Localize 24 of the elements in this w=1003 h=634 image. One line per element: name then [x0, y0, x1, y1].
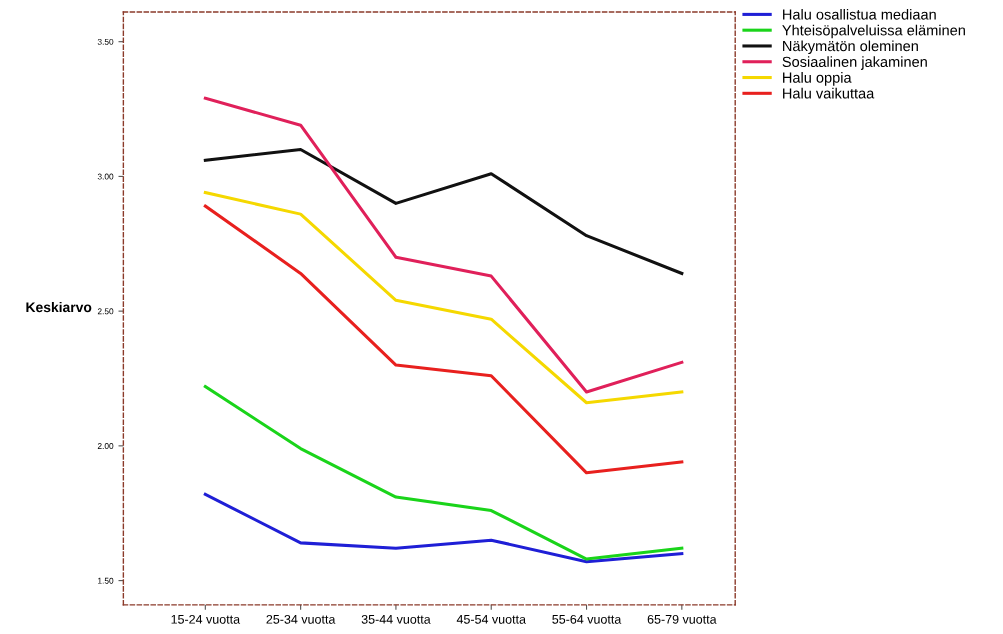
line-series [203, 385, 684, 561]
legend-label: Yhteisöpalveluissa eläminen [782, 24, 965, 39]
legend-label: Halu oppia [783, 72, 852, 86]
y-tick-label: 3.50 [97, 38, 114, 45]
line-series [203, 147, 684, 275]
legend-label: Halu osallistua mediaan [783, 8, 936, 20]
line-series [203, 492, 684, 564]
legend-label: Halu vaikuttaa [783, 87, 875, 99]
y-tick-label: 1.50 [98, 577, 114, 584]
y-tick-label: 3.00 [97, 173, 114, 180]
y-tick-label: 2.00 [97, 443, 114, 449]
line-series [203, 191, 684, 405]
x-tick-label: 65-79 vuotta [647, 614, 717, 624]
x-tick-label: 15-24 vuotta [171, 614, 241, 624]
x-tick-label: 45-54 vuotta [456, 615, 526, 624]
x-tick-label: 35-44 vuotta [361, 614, 431, 624]
x-tick-label: 55-64 vuotta [552, 614, 622, 624]
line-series [203, 204, 684, 475]
line-series [203, 96, 684, 394]
legend-label: Näkymätön oleminen [783, 40, 918, 55]
y-axis-title: Keskiarvo [26, 301, 92, 313]
legend-label: Sosiaalinen jakaminen [782, 56, 927, 70]
y-tick-label: 2.50 [97, 308, 114, 315]
x-tick-label: 25-34 vuotta [266, 614, 336, 624]
